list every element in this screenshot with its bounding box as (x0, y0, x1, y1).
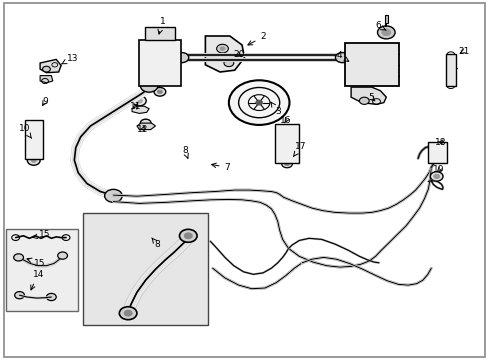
Text: 8: 8 (182, 146, 188, 158)
Bar (139, 40, 181, 86)
Text: 5: 5 (368, 94, 374, 103)
Text: 10: 10 (19, 125, 32, 138)
Circle shape (104, 189, 122, 202)
Text: 15: 15 (27, 258, 46, 268)
Text: 14: 14 (31, 270, 44, 290)
Circle shape (58, 252, 67, 259)
Bar (25, 120, 42, 159)
Circle shape (136, 99, 142, 103)
Circle shape (27, 156, 40, 165)
Circle shape (228, 80, 289, 125)
Circle shape (281, 160, 292, 168)
Text: 19: 19 (432, 166, 444, 175)
Circle shape (377, 26, 394, 39)
Circle shape (429, 172, 442, 181)
Text: 11: 11 (130, 102, 142, 111)
Polygon shape (40, 59, 61, 73)
Circle shape (157, 90, 162, 94)
Circle shape (46, 293, 56, 301)
Circle shape (140, 79, 158, 92)
Text: 12: 12 (137, 125, 148, 134)
Text: 17: 17 (293, 143, 306, 157)
Bar (145, 27, 174, 40)
Circle shape (224, 59, 233, 67)
Text: 1: 1 (158, 17, 165, 34)
Circle shape (154, 87, 165, 96)
Circle shape (220, 47, 224, 50)
Text: 2: 2 (247, 32, 265, 45)
Circle shape (381, 29, 390, 36)
Circle shape (335, 53, 348, 63)
Circle shape (433, 174, 439, 179)
Bar (384, 15, 387, 23)
Text: 21: 21 (457, 47, 468, 56)
Circle shape (132, 96, 146, 106)
Polygon shape (132, 106, 149, 113)
Bar (275, 124, 298, 163)
Circle shape (179, 229, 197, 242)
Polygon shape (40, 76, 53, 83)
Circle shape (14, 254, 23, 261)
Text: 9: 9 (42, 97, 48, 106)
Text: 15: 15 (33, 230, 51, 239)
Polygon shape (205, 36, 244, 72)
Circle shape (184, 233, 192, 239)
Text: 20: 20 (232, 50, 244, 59)
Circle shape (255, 100, 262, 105)
Text: 8: 8 (151, 238, 160, 249)
Text: 16: 16 (280, 116, 291, 125)
Circle shape (124, 310, 132, 316)
Circle shape (31, 159, 36, 162)
Circle shape (284, 162, 289, 166)
Circle shape (175, 53, 188, 63)
Circle shape (140, 119, 151, 127)
Bar (344, 43, 398, 86)
Text: 3: 3 (270, 102, 280, 116)
Circle shape (42, 66, 50, 72)
Bar (83, 213, 207, 325)
Bar (427, 142, 447, 163)
Polygon shape (350, 87, 386, 104)
Bar (6, 229, 78, 311)
Circle shape (119, 307, 137, 320)
Bar (445, 54, 455, 86)
Text: 4: 4 (336, 51, 348, 61)
Text: 18: 18 (434, 138, 446, 147)
Text: 13: 13 (61, 54, 78, 64)
Circle shape (216, 44, 228, 53)
Text: 6: 6 (374, 22, 386, 31)
Text: 7: 7 (211, 163, 230, 172)
Circle shape (359, 97, 368, 104)
Circle shape (15, 292, 24, 299)
Polygon shape (137, 123, 155, 130)
